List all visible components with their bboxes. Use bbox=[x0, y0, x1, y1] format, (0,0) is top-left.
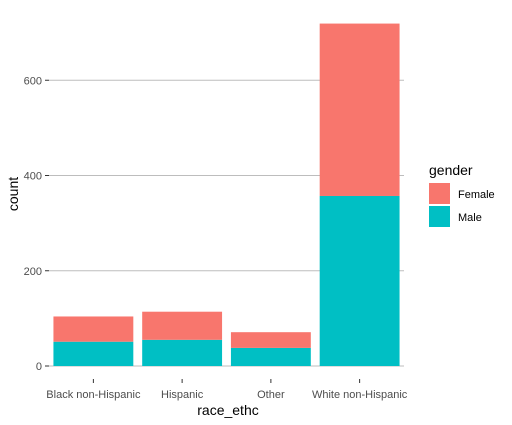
bar-male-2 bbox=[230, 347, 311, 366]
y-axis-title: count bbox=[5, 177, 21, 211]
y-tick-label-600: 600 bbox=[24, 75, 42, 87]
x-tick-label-0: Black non-Hispanic bbox=[46, 389, 141, 401]
legend-key-male bbox=[429, 206, 450, 227]
bar-male-3 bbox=[319, 195, 400, 366]
x-tick-label-2: Other bbox=[257, 389, 285, 401]
bar-male-1 bbox=[142, 339, 223, 366]
x-axis-title: race_ethc bbox=[197, 402, 258, 418]
legend-title: gender bbox=[429, 162, 473, 178]
y-axis: 0 200 400 600 bbox=[24, 75, 49, 373]
legend-label-female: Female bbox=[458, 189, 495, 201]
y-tick-label-0: 0 bbox=[36, 361, 42, 373]
x-tick-label-1: Hispanic bbox=[161, 389, 204, 401]
legend-key-female bbox=[429, 183, 450, 204]
x-tick-label-3: White non-Hispanic bbox=[312, 389, 408, 401]
y-tick-label-200: 200 bbox=[24, 266, 42, 278]
bar-female-0 bbox=[53, 316, 134, 342]
bar-female-2 bbox=[230, 332, 311, 348]
bar-female-3 bbox=[319, 23, 400, 196]
y-tick-label-400: 400 bbox=[24, 171, 42, 183]
bars bbox=[53, 23, 400, 366]
x-axis: Black non-Hispanic Hispanic Other White non… bbox=[46, 379, 408, 401]
bar-male-0 bbox=[53, 341, 134, 366]
legend: gender Female Male bbox=[429, 162, 495, 227]
legend-label-male: Male bbox=[458, 212, 482, 224]
bar-female-1 bbox=[142, 311, 223, 340]
